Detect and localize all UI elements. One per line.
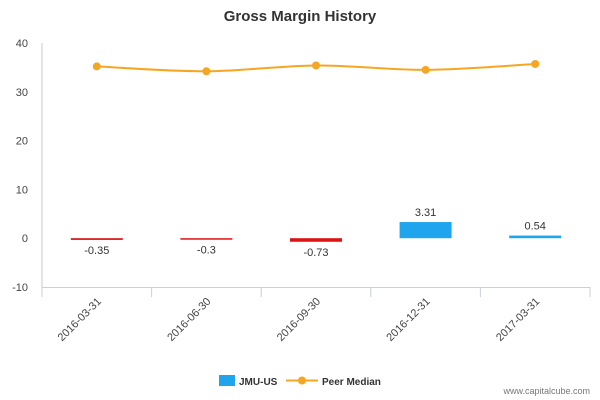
- legend-label-line: Peer Median: [322, 377, 381, 388]
- line-series: [92, 59, 540, 76]
- peer-median-point: [312, 61, 320, 70]
- bar: [509, 235, 562, 239]
- bar: [290, 238, 342, 242]
- bar-data-label: 3.31: [415, 207, 436, 219]
- y-tick-label: -10: [12, 282, 28, 294]
- legend-swatch-bar: [219, 375, 235, 386]
- y-tick-label: 10: [16, 184, 28, 196]
- bar-data-label: 0.54: [524, 221, 545, 233]
- chart-title: Gross Margin History: [224, 8, 377, 25]
- x-tick-label: 2016-03-31: [56, 296, 104, 344]
- x-tick-label: 2016-12-31: [384, 296, 432, 344]
- x-tick-labels: 2016-03-31 2016-06-30 2016-09-30 2016-12-31…: [56, 296, 543, 344]
- bar: [399, 222, 452, 239]
- legend-swatch-marker: [298, 376, 306, 385]
- bar-data-label: -0.35: [84, 245, 109, 257]
- peer-median-point: [531, 59, 540, 68]
- peer-median-point: [421, 65, 430, 74]
- bar-series: [70, 222, 562, 242]
- x-tick-label: 2016-06-30: [165, 296, 213, 344]
- x-tick-label: 2017-03-31: [494, 296, 542, 344]
- bar: [70, 238, 123, 240]
- peer-median-point: [202, 67, 211, 76]
- bar: [180, 238, 233, 240]
- peer-median-point: [92, 62, 101, 71]
- legend-label-bar: JMU-US: [239, 377, 278, 388]
- y-tick-labels: 40 30 20 10 0 -10: [12, 38, 28, 294]
- y-tick-label: 30: [16, 87, 28, 99]
- y-tick-label: 20: [16, 136, 28, 148]
- x-tick-label: 2016-09-30: [275, 296, 323, 344]
- y-tick-label: 0: [22, 233, 28, 245]
- data-labels: -0.35 -0.3 -0.73 3.31 0.54: [84, 207, 546, 259]
- bar-data-label: -0.73: [303, 247, 328, 259]
- bar-data-label: -0.3: [197, 245, 216, 257]
- axes: [41, 43, 591, 297]
- credit-text: www.capitalcube.com: [502, 386, 590, 396]
- y-tick-label: 40: [16, 38, 28, 50]
- legend: JMU-US Peer Median: [219, 375, 381, 388]
